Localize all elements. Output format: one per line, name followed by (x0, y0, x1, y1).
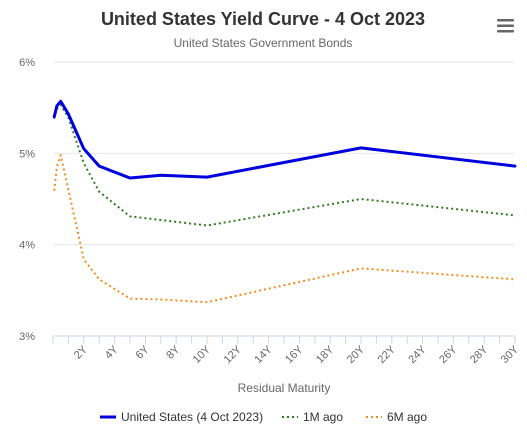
x-tick-label: 12Y (222, 343, 245, 366)
x-tick-label: 4Y (103, 343, 121, 361)
x-tick-label: 14Y (252, 343, 275, 366)
x-tick-label: 24Y (406, 343, 429, 366)
legend-item[interactable]: 1M ago (282, 410, 343, 424)
x-tick-label: 6Y (134, 343, 152, 361)
y-tick-label: 6% (19, 57, 35, 69)
x-tick-label: 16Y (283, 343, 306, 366)
x-tick-label: 30Y (499, 343, 522, 366)
x-tick-label: 8Y (164, 343, 182, 361)
x-tick-label: 2Y (72, 343, 90, 361)
hamburger-menu-icon[interactable] (494, 16, 518, 36)
legend-label: United States (4 Oct 2023) (121, 410, 263, 424)
series-line[interactable] (53, 154, 516, 304)
legend-label: 1M ago (303, 410, 343, 424)
chart-title: United States Yield Curve - 4 Oct 2023 (101, 9, 425, 29)
y-tick-label: 5% (19, 148, 35, 160)
series-line[interactable] (52, 99, 517, 180)
x-tick-label: 20Y (345, 343, 368, 366)
x-tick-label: 28Y (468, 343, 491, 366)
series-layer (52, 99, 517, 304)
x-tick-label: 22Y (376, 343, 399, 366)
legend-item[interactable]: United States (4 Oct 2023) (100, 410, 263, 424)
legend-label: 6M ago (387, 410, 427, 424)
x-axis-title: Residual Maturity (238, 381, 331, 395)
y-tick-label: 3% (19, 331, 35, 343)
y-tick-label: 4% (19, 240, 35, 252)
x-tick-label: 26Y (437, 343, 460, 366)
axes: 3% 4% 5% 6% 2Y 4Y 6Y 8Y 10Y 12Y 14Y 16Y 18Y 20Y 22Y 24Y… (19, 57, 521, 366)
legend-item[interactable]: 6M ago (366, 410, 427, 424)
legend: United States (4 Oct 2023) 1M ago 6M ago (100, 410, 427, 424)
chart-subtitle: United States Government Bonds (174, 36, 353, 50)
series-line[interactable] (53, 103, 516, 227)
x-tick-label: 18Y (314, 343, 337, 366)
x-tick-label: 10Y (191, 343, 214, 366)
